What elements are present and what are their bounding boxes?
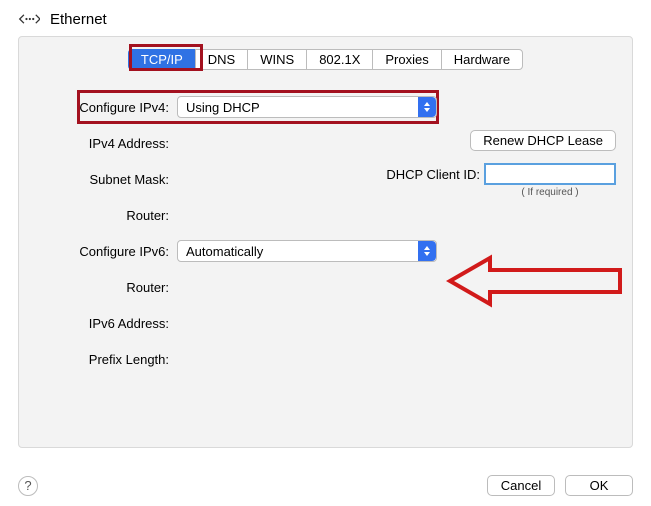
ok-button[interactable]: OK	[565, 475, 633, 496]
configure-ipv4-value: Using DHCP	[186, 100, 260, 115]
cancel-button[interactable]: Cancel	[487, 475, 555, 496]
configure-ipv6-label: Configure IPv6:	[37, 244, 177, 259]
tab-bar: TCP/IP DNS WINS 802.1X Proxies Hardware	[19, 37, 632, 70]
configure-ipv4-label: Configure IPv4:	[37, 100, 177, 115]
prefix-length-label: Prefix Length:	[37, 352, 177, 367]
configure-ipv6-value: Automatically	[186, 244, 263, 259]
tab-tcpip[interactable]: TCP/IP	[128, 49, 195, 70]
subnet-mask-label: Subnet Mask:	[37, 172, 177, 187]
router6-label: Router:	[37, 280, 177, 295]
dhcp-client-id-input[interactable]	[484, 163, 616, 185]
settings-panel: TCP/IP DNS WINS 802.1X Proxies Hardware …	[18, 36, 633, 448]
chevron-updown-icon	[418, 241, 436, 261]
tab-dns[interactable]: DNS	[195, 49, 247, 70]
back-icon[interactable]	[18, 8, 40, 30]
tab-wins[interactable]: WINS	[247, 49, 306, 70]
tab-proxies[interactable]: Proxies	[372, 49, 440, 70]
chevron-updown-icon	[418, 97, 436, 117]
ipv6-address-label: IPv6 Address:	[37, 316, 177, 331]
configure-ipv6-select[interactable]: Automatically	[177, 240, 437, 262]
router-label: Router:	[37, 208, 177, 223]
dhcp-client-id-label: DHCP Client ID:	[386, 167, 480, 182]
if-required-hint: ( If required )	[484, 187, 616, 198]
renew-dhcp-button[interactable]: Renew DHCP Lease	[470, 130, 616, 151]
help-button[interactable]: ?	[18, 476, 38, 496]
ipv4-address-label: IPv4 Address:	[37, 136, 177, 151]
tab-8021x[interactable]: 802.1X	[306, 49, 372, 70]
tab-hardware[interactable]: Hardware	[441, 49, 523, 70]
configure-ipv4-select[interactable]: Using DHCP	[177, 96, 437, 118]
page-title: Ethernet	[50, 11, 107, 28]
